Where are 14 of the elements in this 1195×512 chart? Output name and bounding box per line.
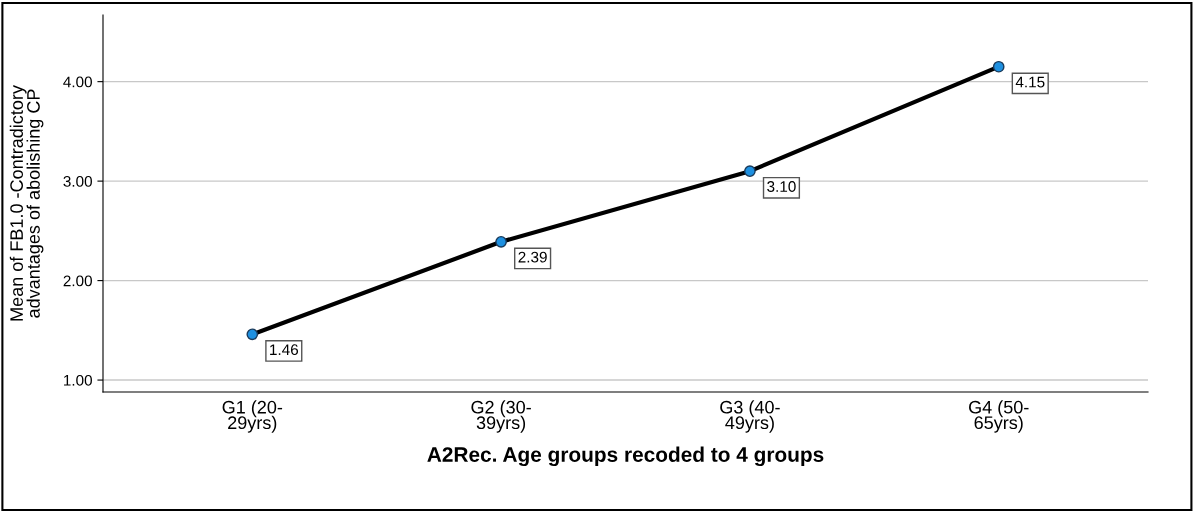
y-tick-label: 4.00: [63, 76, 92, 88]
x-tick-label: G2 (30- 39yrs): [471, 400, 531, 433]
data-label: 2.39: [518, 251, 547, 263]
y-tick-label: 1.00: [64, 374, 92, 386]
y-tick-label: 2.00: [63, 275, 92, 287]
x-tick-label: G4 (50- 65yrs): [969, 400, 1029, 433]
x-tick-label: G3 (40- 49yrs): [720, 400, 780, 433]
y-axis-title: Mean of FB1.0 -Contradictory advantages of abolishing CP: [9, 85, 44, 321]
x-axis-title: A2Rec. Age groups recoded to 4 groups: [427, 446, 824, 467]
y-tick-label: 3.00: [63, 175, 92, 187]
data-label: 1.46: [270, 344, 299, 356]
data-label: 3.10: [767, 181, 796, 192]
data-label: 4.15: [1015, 76, 1045, 88]
x-tick-label: G1 (20- 29yrs): [222, 400, 283, 433]
